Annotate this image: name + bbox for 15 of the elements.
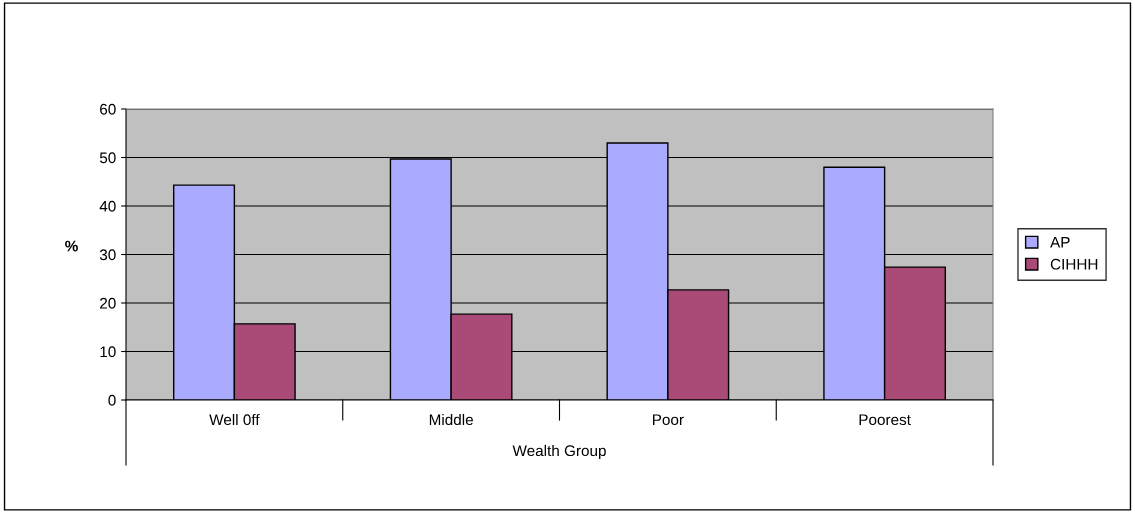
y-tick-label: 20 — [100, 297, 116, 309]
y-tick-label: 0 — [108, 394, 116, 406]
y-tick-label: 40 — [99, 200, 116, 212]
x-tick-label: Poor — [652, 414, 684, 426]
x-tick-label: Well 0ff — [209, 413, 260, 426]
y-tick-label: 30 — [99, 249, 116, 261]
y-tick-label: 50 — [99, 152, 116, 164]
x-axis-title: Wealth Group — [512, 444, 606, 460]
y-tick-label: 10 — [100, 346, 116, 358]
legend-label: CIHHH — [1050, 258, 1098, 270]
x-tick-label: Middle — [429, 413, 473, 426]
y-axis-title: % — [65, 240, 78, 252]
x-tick-label: Poorest — [859, 414, 911, 426]
legend-label: AP — [1050, 237, 1070, 248]
y-tick-label: 60 — [100, 103, 116, 115]
